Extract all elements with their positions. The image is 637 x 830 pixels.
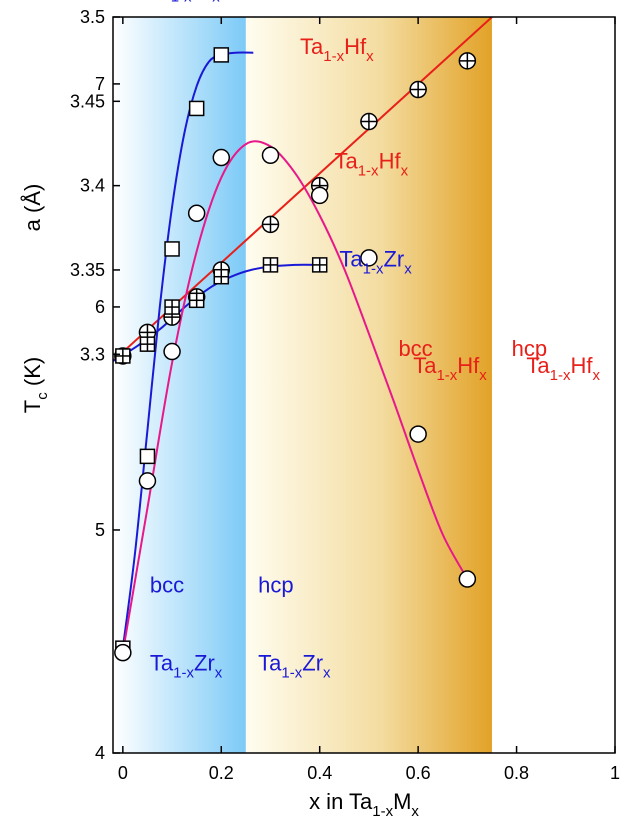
tc-tick-label: 4 xyxy=(95,743,105,763)
tc-point-1-1 xyxy=(138,472,157,490)
lattice-point-1-3 xyxy=(188,292,205,309)
annotations: Ta1-xHfxTa1-xZrxbccTa1-xHfxhcpTa1-xHfxTa… xyxy=(147,0,601,681)
plot-frame xyxy=(112,16,616,754)
lattice-point-1-1 xyxy=(139,336,156,352)
x-tick-label: 0 xyxy=(118,763,128,783)
axes: 0 0.2 0.4 0.6 0.8 1 3.3 3.35 3.4 3.45 3.5 4 5 6 7 a (Å)… xyxy=(20,7,620,820)
hcp-zr-bcc-hf-region xyxy=(245,17,492,753)
a-tick-label: 3.45 xyxy=(70,91,105,111)
lattice-point-1-2 xyxy=(164,299,180,315)
x-tick-label: 1 xyxy=(610,763,620,783)
lattice-point-1-6 xyxy=(311,257,328,273)
data-markers xyxy=(114,47,477,662)
lattice-point-1-5 xyxy=(262,257,279,273)
a-tick-label: 3.3 xyxy=(80,344,105,364)
lattice-point-0-8 xyxy=(409,80,427,99)
tc-point-1-3 xyxy=(187,204,206,223)
tc-point-1-8 xyxy=(409,425,427,443)
tc-tick-label: 6 xyxy=(95,297,105,317)
tc-point-1-9 xyxy=(458,570,477,588)
lattice-point-0-9 xyxy=(458,52,477,70)
top-label-3: Ta1-xHfx xyxy=(413,353,487,384)
top-label-4: hcp xyxy=(512,336,547,361)
x-tick-label: 0.2 xyxy=(209,763,234,783)
lattice-point-1-0 xyxy=(115,348,131,364)
top-label-5: Ta1-xHfx xyxy=(526,353,600,384)
tc-point-0-3 xyxy=(188,100,205,117)
tc-point-0-4 xyxy=(213,47,230,63)
phase-region-shading xyxy=(113,17,492,753)
tc-tick-label: 5 xyxy=(95,520,105,540)
bottom-label-0: Ta1-xZrx xyxy=(147,0,220,6)
a-tick-label: 3.5 xyxy=(80,7,105,27)
tc-point-1-7 xyxy=(360,249,378,267)
tc-axis-title: Tc (K) xyxy=(20,357,51,413)
fit-line-tc-1 xyxy=(121,140,469,653)
x-tick-label: 0.8 xyxy=(504,763,529,783)
tc-tick-label: 7 xyxy=(95,74,105,94)
top-label-1: Ta1-xZrx xyxy=(339,247,412,278)
lattice-point-0-7 xyxy=(360,112,378,131)
tc-point-0-1 xyxy=(139,448,156,465)
tc-point-1-0 xyxy=(114,643,132,662)
a-tick-label: 3.4 xyxy=(80,176,105,196)
top-label-0: Ta1-xHfx xyxy=(300,34,374,65)
lattice-point-1-4 xyxy=(213,268,230,285)
lattice-point-0-5 xyxy=(261,215,280,234)
top-label-2: bcc xyxy=(398,336,432,361)
bottom-label-5: Ta1-xZrx xyxy=(258,650,331,681)
x-axis-title: x in Ta1-xMx xyxy=(309,789,419,820)
a-tick-label: 3.35 xyxy=(70,260,105,280)
bottom-label-2: bcc xyxy=(150,572,184,597)
a-axis-title: a (Å) xyxy=(20,184,45,232)
x-tick-label: 0.4 xyxy=(307,763,332,783)
bottom-label-1: Ta1-xHfx xyxy=(334,149,408,180)
bcc-zr-region xyxy=(113,17,246,753)
tc-point-1-2 xyxy=(163,342,181,361)
tc-point-0-2 xyxy=(164,241,180,257)
bottom-label-4: hcp xyxy=(258,572,293,597)
tc-point-1-6 xyxy=(310,186,329,205)
tc-point-1-5 xyxy=(261,146,280,165)
x-tick-label: 0.6 xyxy=(406,763,431,783)
bottom-label-3: Ta1-xZrx xyxy=(150,650,223,681)
tc-point-1-4 xyxy=(212,148,231,167)
